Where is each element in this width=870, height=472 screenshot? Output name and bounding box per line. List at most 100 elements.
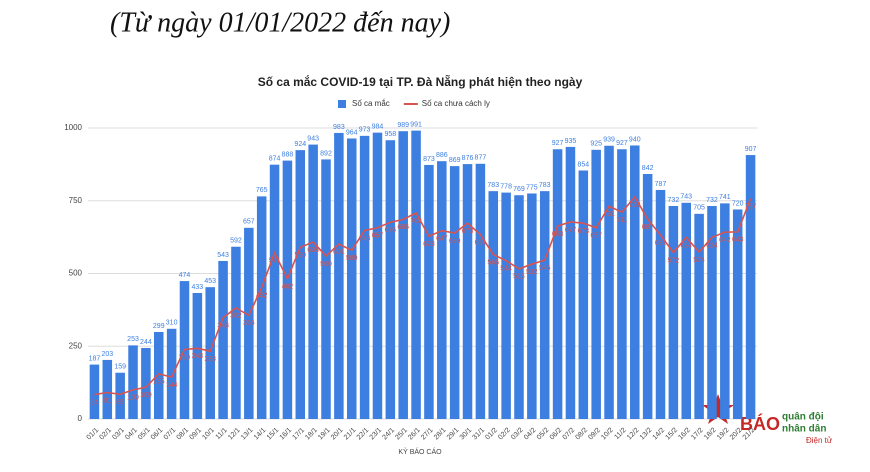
bar xyxy=(617,149,627,420)
bar-value-label: 877 xyxy=(475,155,487,162)
x-tick-label: 01/2 xyxy=(484,427,499,442)
bar xyxy=(720,203,730,419)
bar xyxy=(565,146,576,420)
bar xyxy=(424,164,434,419)
line-value-label: 708 xyxy=(410,218,422,225)
bar xyxy=(89,364,100,419)
line-value-label: 601 xyxy=(333,249,345,256)
bar xyxy=(192,292,203,419)
x-tick-label: 21/1 xyxy=(343,427,358,442)
x-tick-label: 14/1 xyxy=(253,427,268,442)
bar-value-label: 203 xyxy=(101,351,113,358)
bar-value-label: 984 xyxy=(372,123,384,130)
line-value-label: 571 xyxy=(269,258,281,265)
x-tick-label: 07/2 xyxy=(562,427,577,442)
line-value-label: 676 xyxy=(384,227,396,234)
bar-value-label: 453 xyxy=(204,278,216,285)
bar xyxy=(539,191,550,419)
bar-value-label: 958 xyxy=(384,131,396,138)
bar xyxy=(346,138,357,419)
line-value-label: 560 xyxy=(320,261,332,268)
x-tick-label: 06/1 xyxy=(150,427,165,442)
x-tick-label: 30/1 xyxy=(459,427,474,442)
subtitle: (Từ ngày 01/01/2022 đến nay) xyxy=(110,7,450,38)
bar xyxy=(359,135,370,419)
bar xyxy=(128,345,138,419)
bar-value-label: 973 xyxy=(359,127,371,134)
chart-title: Số ca mắc COVID-19 tại TP. Đà Nẵng phát … xyxy=(258,74,583,89)
bar xyxy=(462,164,473,419)
bar xyxy=(449,166,460,419)
bar xyxy=(334,132,344,419)
line-value-label: 632 xyxy=(655,240,667,247)
x-tick-label: 17/2 xyxy=(690,427,705,442)
x-tick-label: 16/1 xyxy=(279,427,294,442)
line-value-label: 580 xyxy=(346,255,358,262)
bar-value-label: 474 xyxy=(179,272,191,279)
bar-value-label: 935 xyxy=(565,138,577,145)
x-tick-label: 04/1 xyxy=(124,427,139,442)
x-tick-label: 15/2 xyxy=(665,427,680,442)
x-tick-label: 20/1 xyxy=(330,427,345,442)
bar-value-label: 983 xyxy=(333,124,345,131)
bar-value-label: 543 xyxy=(217,252,229,259)
x-tick-label: 11/2 xyxy=(613,427,627,441)
bar xyxy=(372,132,383,419)
x-tick-label: 27/1 xyxy=(420,427,435,442)
bar-value-label: 874 xyxy=(269,156,281,163)
bar-value-label: 159 xyxy=(114,364,126,371)
bar xyxy=(411,130,421,419)
bar xyxy=(630,145,640,419)
x-tick-label: 07/1 xyxy=(163,427,178,442)
bar-value-label: 854 xyxy=(577,161,589,168)
line-value-label: 673 xyxy=(462,228,474,235)
line-value-label: 516 xyxy=(513,274,525,281)
line-value-label: 572 xyxy=(668,257,680,264)
bar xyxy=(153,331,164,419)
bar xyxy=(642,173,653,419)
bar-value-label: 783 xyxy=(539,182,551,189)
x-tick-label: 18/2 xyxy=(703,427,718,442)
line-value-label: 608 xyxy=(307,247,319,254)
bar xyxy=(269,164,280,419)
bar-value-label: 732 xyxy=(668,197,680,204)
line-value-label: 757 xyxy=(745,204,757,211)
bar xyxy=(475,163,486,419)
bar-value-label: 299 xyxy=(153,323,165,330)
line-value-label: 687 xyxy=(642,224,654,231)
x-tick-label: 31/1 xyxy=(472,427,487,442)
bar xyxy=(102,359,113,419)
line-value-label: 452 xyxy=(256,292,268,299)
bar-value-label: 939 xyxy=(603,137,615,144)
bar xyxy=(398,131,408,420)
bar xyxy=(308,144,318,419)
x-tick-label: 28/1 xyxy=(433,427,448,442)
bar-value-label: 873 xyxy=(423,156,435,163)
bar-value-label: 592 xyxy=(230,238,242,245)
line-value-label: 239 xyxy=(179,354,191,361)
bar xyxy=(295,150,306,419)
x-tick-label: 25/1 xyxy=(394,427,409,442)
bar-value-label: 964 xyxy=(346,129,358,136)
bar-value-label: 657 xyxy=(243,219,255,226)
x-tick-label: 13/2 xyxy=(639,427,654,442)
line-value-label: 628 xyxy=(423,241,435,248)
x-tick-label: 29/1 xyxy=(446,427,461,442)
x-tick-label: 02/2 xyxy=(497,427,512,442)
bar-value-label: 310 xyxy=(166,320,178,327)
line-value-label: 647 xyxy=(436,236,448,243)
x-tick-label: 19/1 xyxy=(317,427,332,442)
x-tick-label: 18/1 xyxy=(304,427,319,442)
bar-value-label: 253 xyxy=(127,336,139,343)
bar xyxy=(694,213,704,419)
line-value-label: 382 xyxy=(230,313,242,320)
bar-value-label: 187 xyxy=(89,355,101,362)
bar-value-label: 741 xyxy=(719,194,731,201)
line-value-label: 84 xyxy=(91,399,99,406)
bar-value-label: 907 xyxy=(745,146,757,153)
bar xyxy=(668,205,679,419)
bar xyxy=(591,149,601,419)
bar xyxy=(578,170,589,419)
line-value-label: 546 xyxy=(539,265,551,272)
line-value-label: 544 xyxy=(500,266,512,273)
